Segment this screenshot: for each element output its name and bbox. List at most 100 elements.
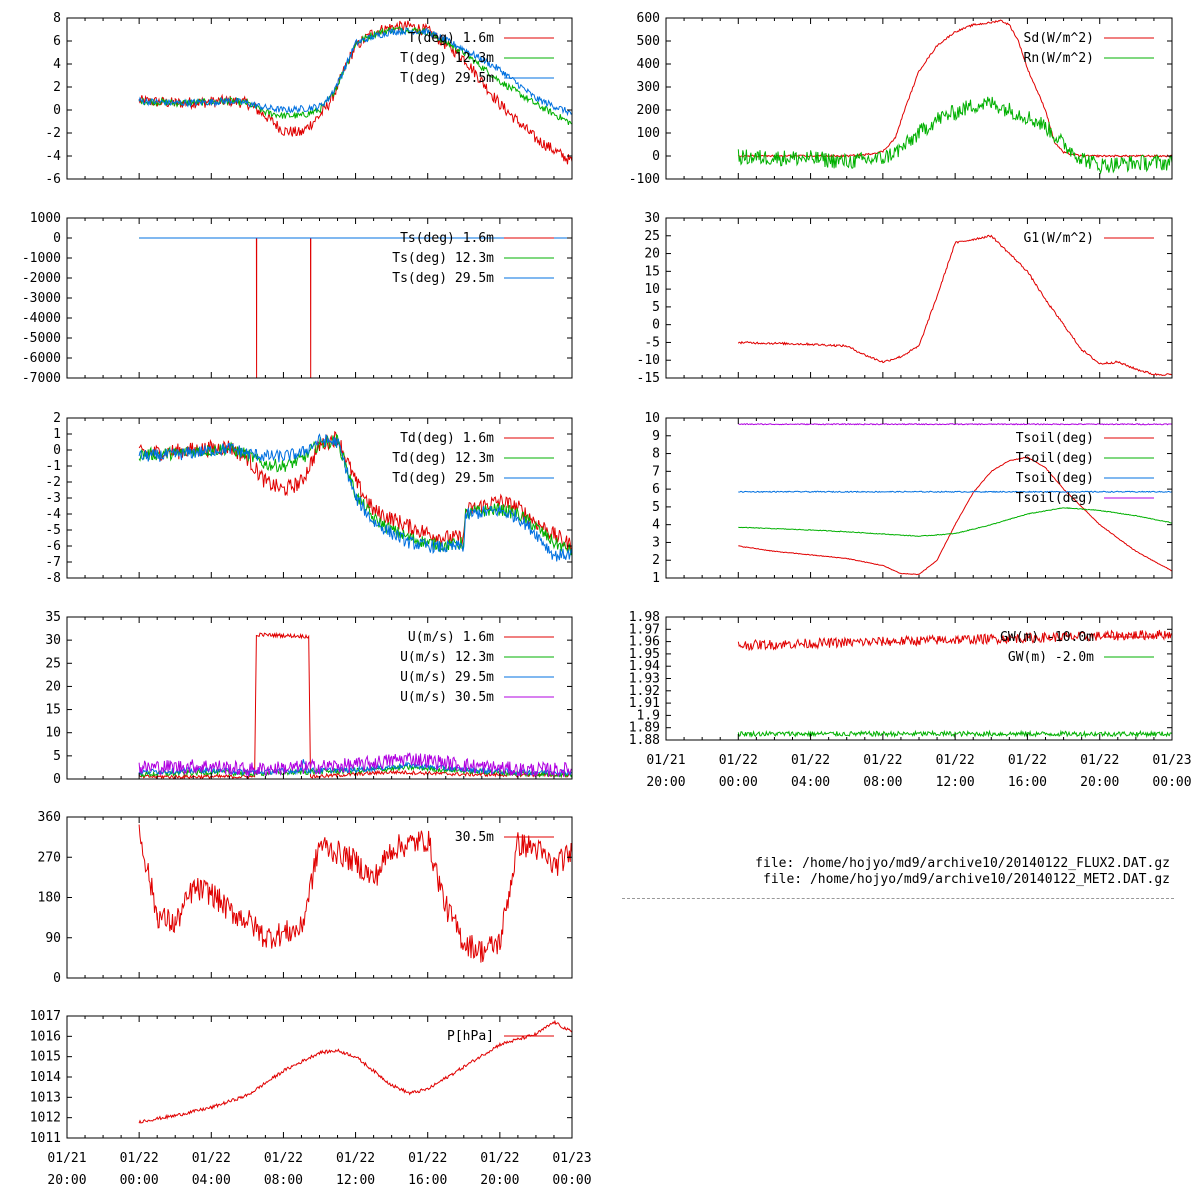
plot-frame (66, 816, 573, 979)
legend-label-u-m-s-30-5m: U(m/s) 30.5m (400, 690, 494, 705)
x-tick-label-time: 20:00 (47, 1173, 86, 1188)
y-tick-label: 2 (53, 80, 61, 95)
y-tick-label: 0 (53, 231, 61, 246)
file-line-met: file: /home/hojyo/md9/archive10/20140122… (763, 872, 1170, 887)
legend-label-td-deg-12-3m: Td(deg) 12.3m (392, 451, 494, 466)
y-tick-label: 5 (652, 500, 660, 515)
y-tick-label: 0 (53, 443, 61, 458)
y-tick-label: 1.94 (629, 659, 660, 674)
panel-sonic-temp: 1000 0 -1000 -2000 -3000 -4000 -5000 -6000 -7000… (22, 211, 573, 386)
y-tick-label: 15 (644, 264, 660, 279)
y-tick-label: -7000 (22, 371, 61, 386)
file-line-flux: file: /home/hojyo/md9/archive10/20140122… (755, 856, 1170, 871)
y-tick-label: -7 (45, 555, 61, 570)
x-tick-label-date: 01/23 (1152, 753, 1191, 768)
legend-label-tsoil-deg: Tsoil(deg) (1016, 471, 1094, 486)
y-tick-label: 1.88 (629, 733, 660, 748)
y-tick-label: -4000 (22, 311, 61, 326)
y-tick-label: 5 (53, 749, 61, 764)
y-tick-label: -8 (45, 571, 61, 586)
y-tick-label: 0 (652, 149, 660, 164)
x-tick-label-time: 16:00 (1008, 775, 1047, 790)
legend-label-ts-deg-1-6m: Ts(deg) 1.6m (400, 231, 494, 246)
x-tick-label-time: 12:00 (936, 775, 975, 790)
legend-label-u-m-s-29-5m: U(m/s) 29.5m (400, 670, 494, 685)
y-tick-label: 35 (45, 610, 61, 625)
x-tick-label-date: 01/21 (646, 753, 685, 768)
x-tick-label-date: 01/22 (120, 1151, 159, 1166)
x-tick-label-time: 16:00 (408, 1173, 447, 1188)
y-tick-label: 6 (53, 34, 61, 49)
series-line-groundwater-1 (737, 729, 1172, 739)
series-line-pressure-0 (138, 1019, 572, 1124)
y-tick-label: 1 (652, 571, 660, 586)
plot-frame (665, 616, 1173, 741)
y-tick-label: 100 (637, 126, 660, 141)
x-tick-label-time: 20:00 (646, 775, 685, 790)
legend-label-tsoil-deg: Tsoil(deg) (1016, 491, 1094, 506)
series-line-dewpoint-0 (138, 430, 572, 553)
series-line-air-temp-2 (138, 27, 572, 117)
legend-label-t-deg-1-6m: T(deg) 1.6m (408, 31, 494, 46)
x-tick-label-time: 20:00 (480, 1173, 519, 1188)
y-tick-label: -2 (45, 475, 61, 490)
series-line-soil-temp-1 (738, 507, 1172, 538)
y-tick-label: 4 (652, 518, 660, 533)
y-tick-label: 9 (652, 429, 660, 444)
x-tick-label-time: 00:00 (719, 775, 758, 790)
y-tick-label: 2 (53, 411, 61, 426)
y-tick-label: -100 (629, 172, 660, 187)
legend-label-gw-m-2-0m: GW(m) -2.0m (1008, 650, 1094, 665)
legend-label-sd-w-m-2: Sd(W/m^2) (1024, 31, 1094, 46)
y-tick-label: -6 (45, 539, 61, 554)
y-tick-label: -4 (45, 149, 61, 164)
plot-frame (665, 217, 1173, 379)
y-tick-label: 8 (53, 11, 61, 26)
legend-label-t-deg-12-3m: T(deg) 12.3m (400, 51, 494, 66)
y-tick-label: 7 (652, 464, 660, 479)
panel-wind-direction: 360 270 180 90 0 30.5m (38, 810, 573, 986)
y-tick-label: 600 (637, 11, 660, 26)
y-tick-label: 1.89 (629, 721, 660, 736)
y-tick-label: -10 (637, 353, 660, 368)
legend-label-u-m-s-12-3m: U(m/s) 12.3m (400, 650, 494, 665)
legend-label-g1-w-m-2: G1(W/m^2) (1024, 231, 1094, 246)
panel-dewpoint: 210-1-2-3-4-5-6-7-8 Td(deg) 1.6m Td(deg) 1… (45, 411, 573, 586)
y-tick-label: 4 (53, 57, 61, 72)
series-line-wind-direction-0 (138, 824, 572, 963)
y-tick-label: 15 (45, 703, 61, 718)
x-tick-label-time: 00:00 (552, 1173, 591, 1188)
y-tick-label: 300 (637, 80, 660, 95)
legend-label-td-deg-1-6m: Td(deg) 1.6m (400, 431, 494, 446)
y-tick-label: 1.92 (629, 684, 660, 699)
y-tick-label: 30 (45, 633, 61, 648)
plot-frame (66, 217, 573, 379)
y-tick-label: -3 (45, 491, 61, 506)
file-info: file: /home/hojyo/md9/archive10/20140122… (570, 856, 1170, 888)
y-tick-label: 0 (53, 103, 61, 118)
y-tick-label: 1015 (30, 1050, 61, 1065)
plot-frame (66, 616, 573, 780)
y-tick-label: 20 (644, 247, 660, 262)
y-tick-label: 1013 (30, 1090, 61, 1105)
x-tick-label-date: 01/22 (192, 1151, 231, 1166)
y-tick-label: 25 (45, 656, 61, 671)
y-tick-label: 1.9 (637, 708, 660, 723)
x-tick-label-time: 08:00 (863, 775, 902, 790)
series-line-soil-temp-0 (738, 456, 1172, 576)
panel-pressure: 1017 1016 1015 1014 1013 1012 1011 01/21 20:00 01… (30, 1009, 592, 1188)
x-tick-label-time: 00:00 (120, 1173, 159, 1188)
x-tick-label-time: 12:00 (336, 1173, 375, 1188)
series-line-soil-temp-2 (738, 490, 1172, 494)
y-tick-label: 10 (644, 411, 660, 426)
x-tick-label-time: 04:00 (192, 1173, 231, 1188)
y-tick-label: -6 (45, 172, 61, 187)
x-tick-label-time: 04:00 (791, 775, 830, 790)
y-tick-label: -2000 (22, 271, 61, 286)
legend-label-t-deg-29-5m: T(deg) 29.5m (400, 71, 494, 86)
y-tick-label: 0 (652, 318, 660, 333)
panel-wind-speed: 35 30 25 20 15 10 5 0 U(m/s) 1.6m U(m/s) 12.3m U(m… (45, 610, 573, 787)
y-tick-label: -4 (45, 507, 61, 522)
y-tick-label: 1012 (30, 1111, 61, 1126)
